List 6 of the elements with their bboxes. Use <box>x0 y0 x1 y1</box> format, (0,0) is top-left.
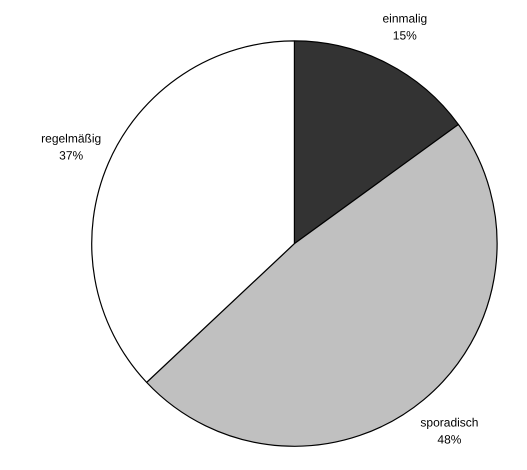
slice-label: regelmäßig <box>41 132 102 146</box>
slice-label: sporadisch <box>420 416 478 430</box>
data-label: 48% <box>437 432 462 446</box>
slice-label: einmalig <box>382 12 428 26</box>
data-label: 15% <box>392 28 418 42</box>
data-label: 37% <box>59 148 84 162</box>
